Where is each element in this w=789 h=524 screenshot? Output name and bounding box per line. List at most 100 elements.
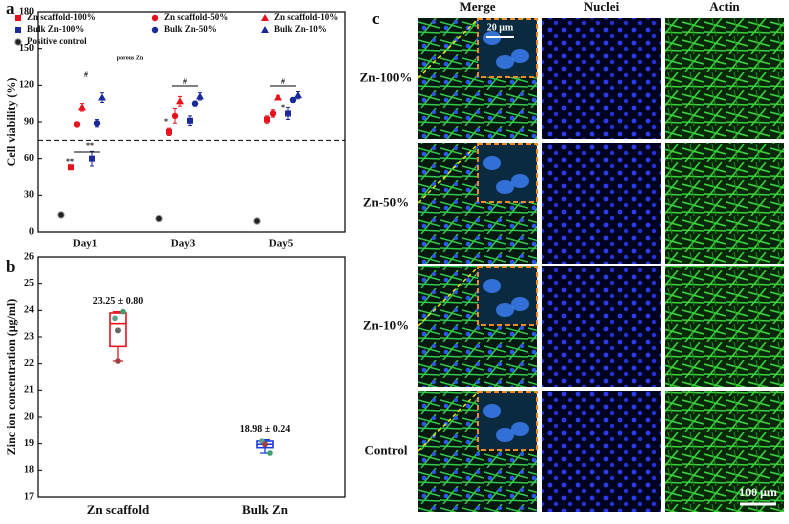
panel-label: b (6, 257, 15, 276)
inset-cell (483, 404, 501, 418)
legend-marker (15, 15, 21, 21)
data-point (171, 112, 179, 120)
data-point (155, 214, 163, 223)
y-tick-label: 25 (24, 278, 34, 289)
legend-label: Zn scaffold-10% (274, 12, 338, 22)
inset-cell (511, 174, 529, 188)
data-point (112, 315, 118, 322)
y-tick-label: 90 (24, 116, 34, 127)
legend-marker (151, 26, 159, 34)
micrograph (665, 266, 784, 387)
data-point (93, 120, 101, 127)
inset-cell (483, 156, 501, 170)
plot-frame (37, 256, 346, 498)
data-point (73, 121, 81, 128)
row-label: Zn-50% (363, 194, 409, 209)
annotation: ** (66, 157, 74, 166)
legend-label: Bulk Zn-100% (27, 24, 84, 34)
x-tick-label: Zn scaffold (87, 502, 150, 517)
inset-link (417, 18, 479, 79)
y-tick-label: 30 (24, 190, 34, 201)
micrograph (665, 143, 784, 264)
y-tick-label: 180 (19, 6, 34, 17)
data-point (89, 155, 95, 162)
column-label: Merge (459, 0, 495, 14)
y-tick-label: 0 (29, 226, 34, 237)
inset-cell (511, 422, 529, 436)
data-point (187, 117, 193, 124)
x-tick-label: Bulk Zn (242, 502, 289, 517)
y-tick-label: 24 (24, 305, 34, 316)
annotation: # (84, 70, 88, 79)
data-point (269, 110, 277, 117)
data-point (57, 211, 65, 219)
inset-cell (496, 303, 514, 317)
inset-cell (496, 428, 514, 442)
inset-cell (511, 49, 529, 63)
panel-b: b 17 18 19 20 21 22 23 24 25 26 Zinc ion concentrat… (4, 251, 346, 517)
annotation: # (183, 77, 187, 86)
legend-label: Positive control (27, 36, 87, 46)
legend-marker (261, 14, 269, 21)
data-point (176, 97, 184, 105)
y-tick-label: 22 (24, 358, 34, 369)
y-tick-label: 150 (19, 43, 34, 54)
panel-label: a (6, 0, 15, 18)
panel-label: c (372, 9, 380, 28)
legend-label: Zn scaffold-50% (164, 12, 228, 22)
data-point (294, 91, 302, 99)
legend-label: Zn scaffold-100% (27, 12, 96, 22)
y-tick-label: 19 (24, 438, 34, 449)
legend-marker (15, 27, 21, 33)
panel-c: c Merge Nuclei Actin Zn-100% Zn-50% Zn-10% Cont… (360, 0, 784, 512)
data-point (115, 358, 121, 364)
legend-label: Bulk Zn-10% (274, 24, 327, 34)
legend-marker (261, 26, 269, 33)
legend-marker (151, 14, 159, 22)
data-point (262, 441, 268, 448)
y-axis-label: Zinc ion concentration (μg/ml) (4, 299, 18, 455)
y-tick-label: 21 (24, 385, 34, 396)
annotation: porous Zn (117, 55, 144, 61)
data-point (285, 110, 291, 117)
data-point (264, 116, 270, 123)
annotation: ** (86, 141, 94, 150)
data-point (68, 164, 74, 171)
row-label: Zn-10% (363, 317, 409, 332)
column-label: Nuclei (584, 0, 620, 14)
y-axis-label: Cell viability (%) (4, 78, 18, 167)
micrograph (542, 18, 661, 139)
y-tick-label: 20 (24, 411, 34, 422)
micrograph (542, 391, 661, 512)
inset-cell (511, 297, 529, 311)
data-point (191, 100, 199, 107)
x-tick-label: Day1 (73, 238, 97, 250)
inset-link (417, 391, 479, 452)
inset-link (417, 266, 479, 327)
micrograph (665, 18, 784, 139)
inset-cell (483, 279, 501, 293)
annotation: # (281, 77, 285, 86)
mean-point (115, 327, 121, 334)
data-point (196, 92, 204, 100)
data-point (98, 93, 106, 101)
box (109, 312, 127, 348)
y-tick-label: 17 (24, 491, 34, 502)
panel-a: a 0 30 60 90 120 150 180 Cell viability (%) Day1 D… (4, 0, 346, 250)
y-tick-label: 60 (24, 153, 34, 164)
legend-label: Bulk Zn-50% (164, 24, 217, 34)
value-label: 23.25 ± 0.80 (93, 296, 144, 307)
value-label: 18.98 ± 0.24 (240, 424, 291, 435)
inset-link (417, 143, 479, 204)
y-tick-label: 23 (24, 331, 34, 342)
y-tick-label: 120 (19, 80, 34, 91)
micrograph (542, 266, 661, 387)
data-point (267, 450, 273, 456)
x-tick-label: Day3 (171, 238, 196, 250)
data-point (253, 217, 261, 225)
annotation: * (281, 103, 285, 112)
row-label: Control (364, 442, 407, 457)
data-point (166, 128, 172, 135)
inset-cell (496, 55, 514, 69)
